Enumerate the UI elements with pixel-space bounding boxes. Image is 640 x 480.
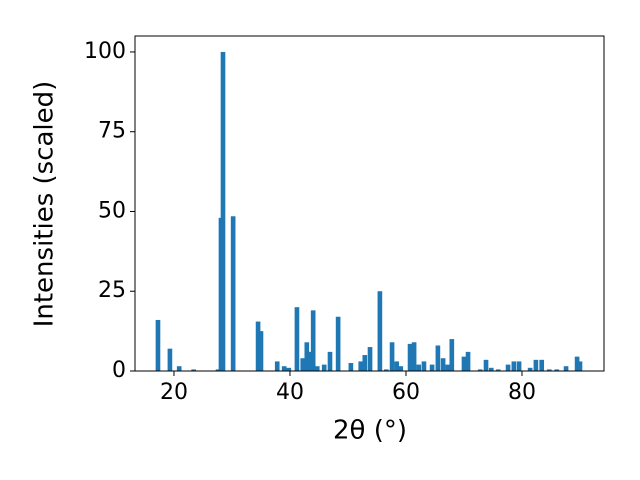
bar bbox=[358, 361, 364, 371]
bar bbox=[477, 369, 483, 371]
bar bbox=[307, 351, 313, 371]
bar bbox=[327, 351, 333, 371]
bar bbox=[416, 364, 422, 371]
bar bbox=[483, 359, 489, 371]
bar bbox=[407, 343, 413, 371]
bar bbox=[516, 361, 522, 371]
x-axis-label: 2θ (°) bbox=[333, 416, 407, 446]
bar bbox=[421, 361, 427, 371]
bar bbox=[176, 366, 182, 371]
y-tick-label: 50 bbox=[98, 198, 126, 223]
y-tick-label: 100 bbox=[84, 39, 126, 64]
bar bbox=[383, 369, 389, 371]
bar bbox=[258, 331, 264, 371]
bar bbox=[461, 356, 467, 371]
bar bbox=[429, 364, 435, 371]
bar bbox=[155, 319, 161, 371]
bar bbox=[511, 361, 517, 371]
bar bbox=[440, 358, 446, 371]
plot-frame bbox=[134, 35, 605, 372]
bar bbox=[255, 321, 261, 371]
y-tick-label: 75 bbox=[98, 119, 126, 144]
bar bbox=[563, 366, 569, 371]
bar bbox=[398, 366, 404, 371]
bar bbox=[281, 366, 287, 371]
bar bbox=[527, 367, 533, 371]
bar bbox=[445, 364, 451, 371]
y-tick-label: 0 bbox=[112, 358, 126, 383]
bar bbox=[230, 216, 236, 371]
bar bbox=[191, 369, 197, 371]
bar bbox=[348, 363, 354, 371]
bar bbox=[294, 307, 300, 371]
bar bbox=[546, 369, 552, 371]
x-tick-label: 60 bbox=[392, 380, 420, 405]
bar bbox=[574, 356, 580, 371]
x-tick-label: 80 bbox=[508, 380, 536, 405]
y-tick-label: 25 bbox=[98, 278, 126, 303]
bar bbox=[321, 364, 327, 371]
bar bbox=[310, 310, 316, 371]
bar bbox=[389, 342, 395, 371]
bar bbox=[335, 316, 341, 371]
bar bbox=[377, 291, 383, 371]
bar bbox=[554, 369, 560, 371]
bar bbox=[167, 348, 173, 371]
x-tick-label: 40 bbox=[276, 380, 304, 405]
bar bbox=[274, 361, 280, 371]
bar bbox=[539, 359, 545, 371]
bar bbox=[215, 369, 221, 371]
y-axis-label: Intensities (scaled) bbox=[30, 81, 60, 328]
bar bbox=[304, 342, 310, 371]
bar bbox=[362, 355, 368, 371]
x-tick-label: 20 bbox=[160, 380, 188, 405]
bar bbox=[314, 366, 320, 371]
bar bbox=[495, 369, 501, 371]
bar bbox=[435, 345, 441, 371]
bar bbox=[220, 51, 226, 371]
bar bbox=[488, 367, 494, 371]
bar bbox=[367, 347, 373, 371]
bar bbox=[300, 358, 306, 371]
bar bbox=[394, 361, 400, 371]
bar bbox=[411, 342, 417, 371]
bar bbox=[577, 361, 583, 371]
bar bbox=[505, 364, 511, 371]
bar bbox=[449, 339, 455, 371]
bar bbox=[465, 351, 471, 371]
bar bbox=[533, 359, 539, 371]
bar bbox=[286, 367, 292, 371]
